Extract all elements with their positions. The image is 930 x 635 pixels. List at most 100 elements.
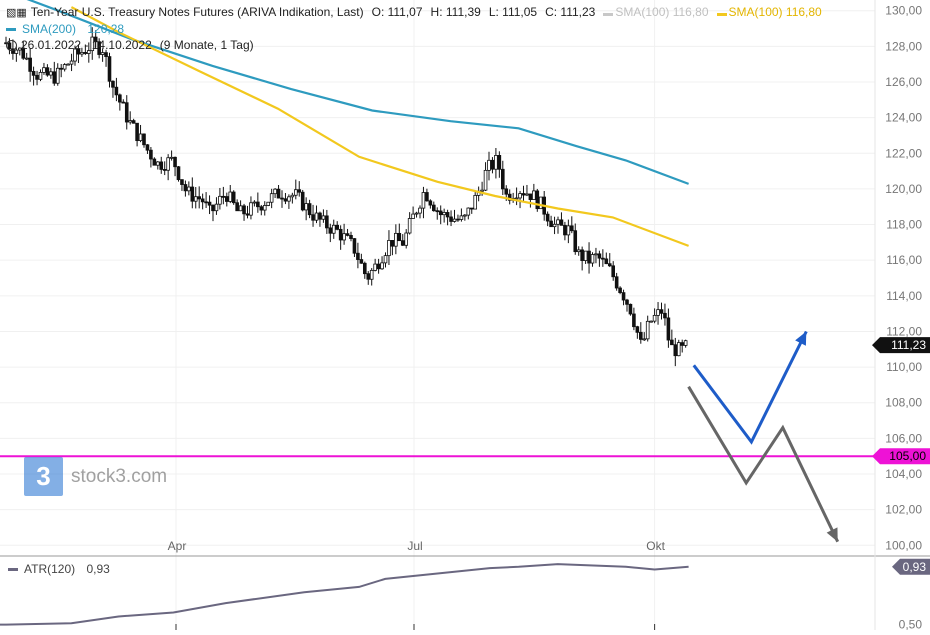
- candle-body: [173, 156, 177, 168]
- candle-body: [435, 210, 440, 213]
- candle-body: [259, 206, 264, 211]
- candle-body: [639, 331, 643, 340]
- atr-legend[interactable]: ATR(120) 0,93: [8, 562, 110, 576]
- candle-body: [183, 184, 188, 192]
- candle-body: [497, 154, 502, 170]
- candle-body: [452, 218, 457, 222]
- candle-body: [90, 36, 95, 52]
- candle-body: [469, 207, 474, 210]
- candle-body: [35, 74, 39, 80]
- candle-body: [235, 202, 239, 212]
- candle-body: [49, 71, 53, 76]
- candle-body: [307, 203, 312, 216]
- candle-body: [252, 201, 257, 204]
- candle-body: [193, 196, 198, 202]
- atr-badge-text: 0,93: [903, 560, 927, 574]
- candle-body: [559, 219, 564, 226]
- last-price-badge-shape: [872, 337, 930, 354]
- candle-body: [276, 188, 281, 199]
- candle-body: [656, 309, 660, 316]
- candle-body: [166, 157, 170, 171]
- bar-chart-icon[interactable]: ▧▦: [6, 6, 27, 19]
- clock-icon: [6, 39, 17, 51]
- candle-body: [535, 190, 540, 210]
- price-badges: 111,23 105,00: [872, 337, 930, 465]
- candle-body: [190, 186, 195, 202]
- candle-body: [159, 161, 164, 170]
- candle-body: [594, 253, 598, 256]
- candle-body: [104, 52, 108, 58]
- candle-body: [152, 158, 157, 166]
- candle-body: [128, 120, 133, 123]
- candle-body: [556, 219, 560, 225]
- candle-body: [421, 192, 426, 209]
- y-tick-label: 106,00: [885, 431, 922, 445]
- candle-body: [28, 57, 32, 72]
- bullish-scenario-arrow: [692, 330, 808, 445]
- sma200-legend[interactable]: SMA(200) 120,28: [6, 22, 124, 36]
- candle-body: [680, 342, 684, 346]
- candle-body: [221, 195, 226, 198]
- candle-body: [390, 240, 395, 247]
- candle-body: [338, 228, 343, 241]
- atr-value: 0,93: [86, 562, 110, 576]
- candle-body: [632, 313, 636, 328]
- candle-body: [228, 191, 233, 202]
- candle-body: [21, 47, 26, 59]
- x-axis: Apr Jul Okt: [0, 539, 930, 630]
- candle-body: [131, 120, 136, 124]
- candle-body: [52, 71, 57, 84]
- candle-body: [431, 204, 436, 212]
- candle-body: [145, 144, 150, 151]
- candle-body: [207, 201, 212, 206]
- candle-body: [356, 252, 360, 260]
- candle-body: [380, 262, 384, 270]
- candle-body: [124, 102, 129, 123]
- candle-body: [17, 47, 22, 51]
- candle-body: [249, 202, 253, 216]
- candle-body: [300, 191, 305, 211]
- candle-body: [635, 326, 640, 333]
- grid-lines: [0, 0, 875, 630]
- candle-body: [683, 340, 688, 346]
- candle-body: [200, 198, 205, 203]
- candle-body: [359, 259, 364, 264]
- candle-body: [314, 212, 319, 221]
- sma100-legend[interactable]: SMA(100) 116,80: [716, 5, 822, 19]
- candle-body: [394, 232, 398, 247]
- candle-body: [487, 159, 491, 171]
- candle-body: [97, 41, 101, 55]
- candle-body: [325, 215, 329, 229]
- candle-body: [518, 193, 522, 199]
- candle-body: [87, 50, 91, 54]
- candle-body: [525, 193, 529, 196]
- sma100-faded-legend[interactable]: SMA(100) 116,80: [603, 5, 709, 19]
- candle-body: [373, 263, 377, 271]
- candle-body: [642, 338, 647, 341]
- candle-body: [563, 224, 567, 236]
- date-range-row: 26.01.2022 - 14.10.2022 (9 Monate, 1 Tag…: [6, 38, 254, 52]
- candle-body: [204, 201, 208, 204]
- candle-body: [507, 193, 512, 201]
- candle-body: [494, 154, 498, 170]
- candle-body: [663, 312, 667, 319]
- candle-body: [576, 249, 581, 253]
- last-price-badge: 111,23: [872, 337, 930, 354]
- candle-body: [404, 232, 408, 246]
- open-value: O: 111,07: [371, 5, 423, 19]
- candle-body: [297, 189, 302, 193]
- candle-body: [504, 188, 509, 195]
- candle-body: [580, 249, 584, 261]
- sma100-value: 116,80: [785, 5, 822, 19]
- candle-body: [456, 218, 460, 221]
- candle-body: [256, 201, 260, 208]
- support-badge: 105,00: [872, 448, 930, 465]
- candle-body: [114, 86, 119, 96]
- atr-line: [0, 563, 689, 626]
- candle-body: [242, 205, 246, 215]
- candle-body: [224, 196, 229, 202]
- candle-body: [583, 250, 588, 261]
- y-tick-label: 116,00: [886, 253, 922, 267]
- scenario-arrows: [687, 330, 840, 543]
